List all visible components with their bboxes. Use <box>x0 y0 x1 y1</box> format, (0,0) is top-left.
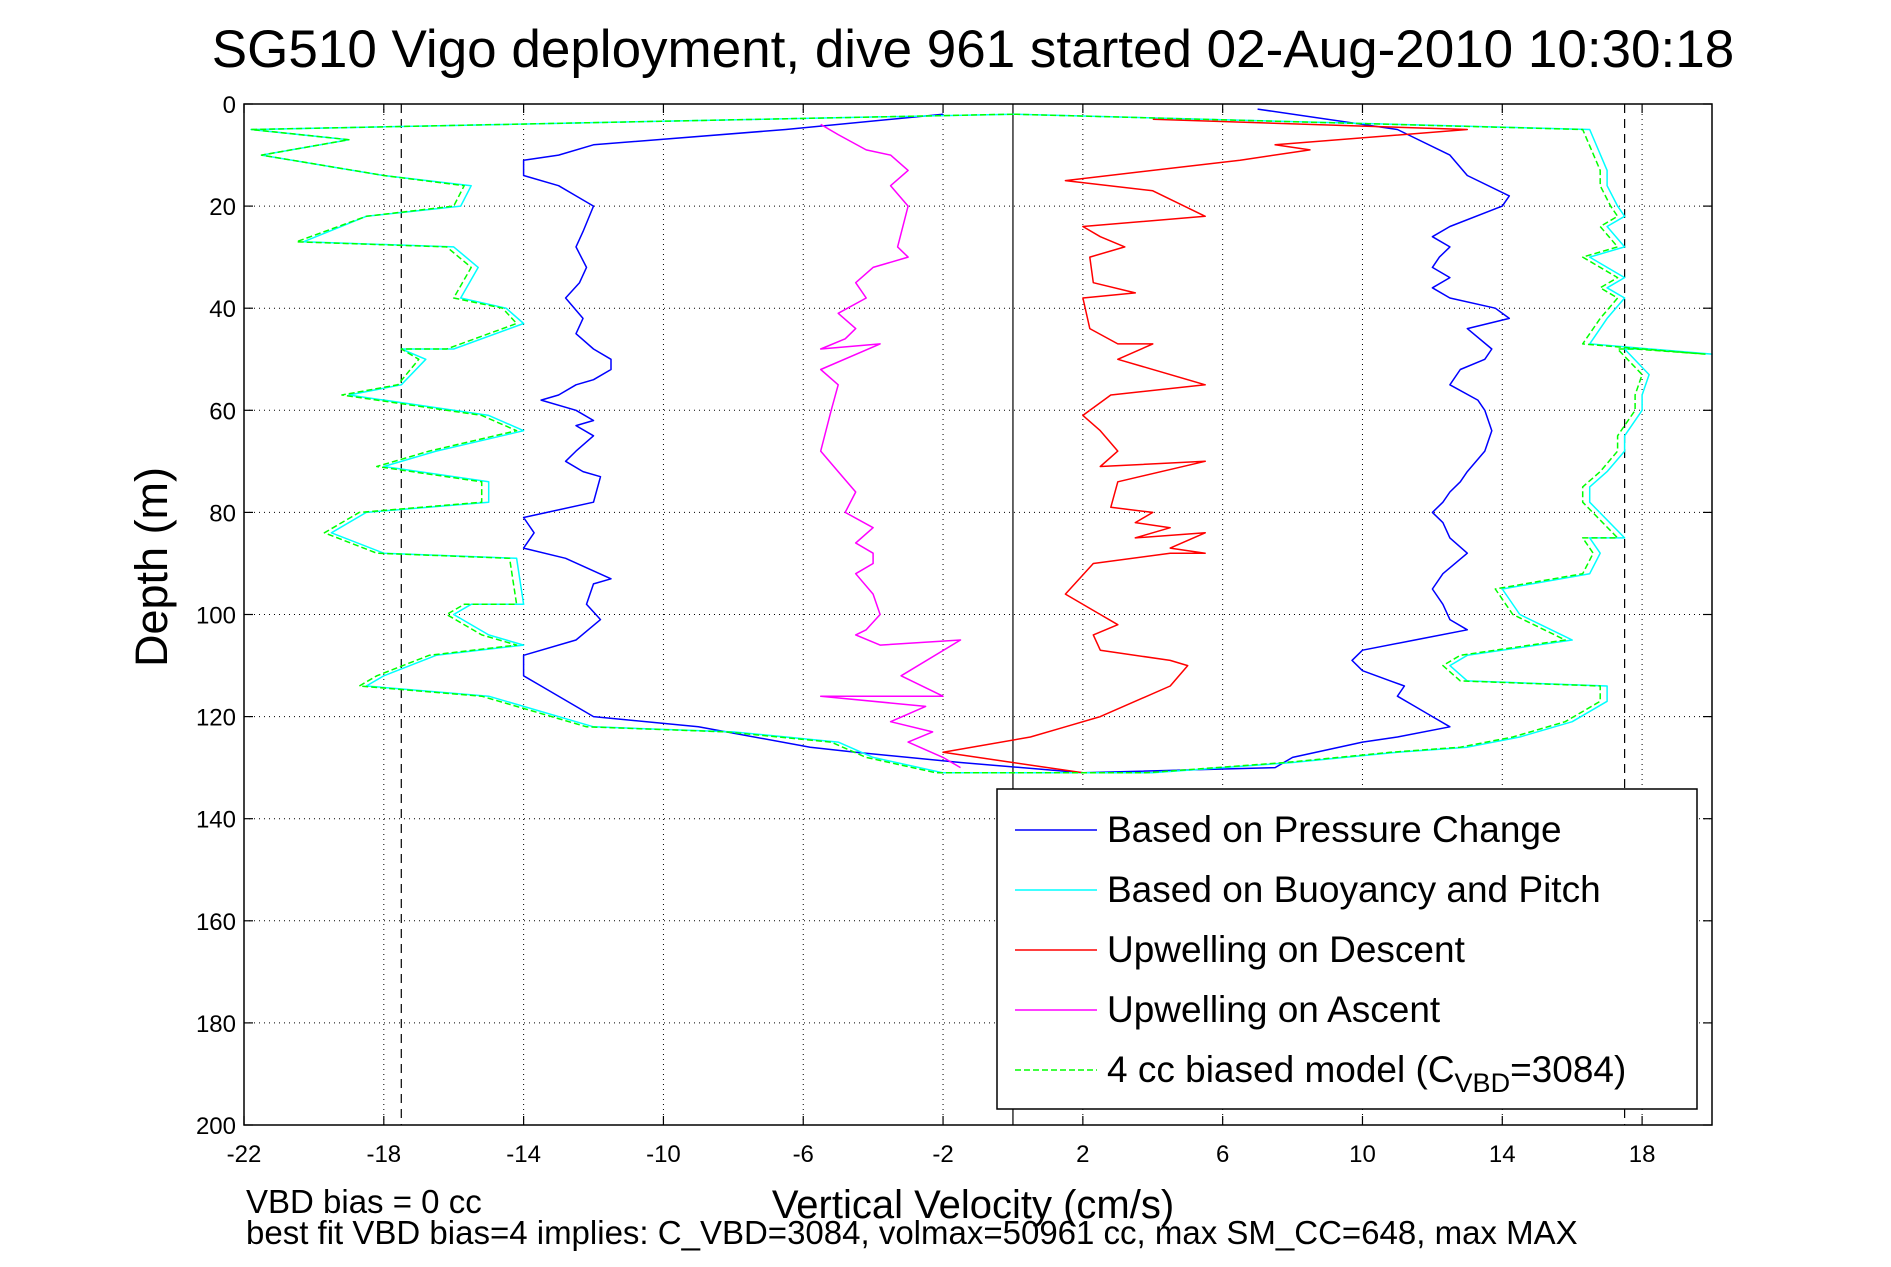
y-axis-ticks: 0 20 40 60 80 100 120 140 160 180 200 <box>196 92 1712 1140</box>
x-tick-label: -14 <box>506 1141 541 1168</box>
legend-label-main: Upwelling on Ascent <box>1107 989 1441 1030</box>
legend: Based on Pressure Change Based on Buoyanc… <box>996 788 1698 1110</box>
y-tick-label: 60 <box>209 398 236 425</box>
series-line-2 <box>942 118 1469 774</box>
footnote-vbd-bias: VBD bias = 0 cc <box>246 1183 482 1220</box>
y-tick-label: 20 <box>209 194 236 221</box>
y-tick-label: 180 <box>196 1011 236 1038</box>
y-tick-label: 140 <box>196 807 236 834</box>
legend-label: Upwelling on Ascent <box>1107 989 1441 1030</box>
chart-title: SG510 Vigo deployment, dive 961 started … <box>212 20 1734 79</box>
x-tick-label: 14 <box>1489 1141 1516 1168</box>
series-group <box>250 108 1713 774</box>
series-line-4 <box>250 113 1706 774</box>
y-tick-label: 40 <box>209 296 236 323</box>
y-tick-label: 100 <box>196 603 236 630</box>
y-axis-label: Depth (m) <box>126 467 177 667</box>
series-line-3 <box>819 123 962 769</box>
y-tick-label: 120 <box>196 705 236 732</box>
legend-label: 4 cc biased model (CVBD=3084) <box>1107 1049 1626 1098</box>
legend-label-main: Based on Pressure Change <box>1107 809 1562 850</box>
x-tick-label: -2 <box>932 1141 953 1168</box>
footnote-best-fit: best fit VBD bias=4 implies: C_VBD=3084,… <box>246 1214 1578 1251</box>
x-tick-label: -10 <box>646 1141 681 1168</box>
x-tick-label: 2 <box>1076 1141 1089 1168</box>
x-tick-label: 18 <box>1629 1141 1656 1168</box>
x-tick-label: -6 <box>793 1141 814 1168</box>
x-tick-label: 10 <box>1349 1141 1376 1168</box>
y-tick-label: 0 <box>223 92 236 119</box>
x-tick-label: -22 <box>227 1141 262 1168</box>
legend-label: Upwelling on Descent <box>1107 929 1466 970</box>
legend-label: Based on Pressure Change <box>1107 809 1562 850</box>
x-tick-label: -18 <box>366 1141 401 1168</box>
y-tick-label: 160 <box>196 909 236 936</box>
legend-label-subscript: VBD <box>1455 1068 1511 1098</box>
legend-label-main: Based on Buoyancy and Pitch <box>1107 869 1601 910</box>
legend-box <box>996 788 1698 1110</box>
x-tick-label: 6 <box>1216 1141 1229 1168</box>
y-tick-label: 200 <box>196 1113 236 1140</box>
legend-label-suffix: =3084) <box>1510 1049 1626 1090</box>
legend-label: Based on Buoyancy and Pitch <box>1107 869 1601 910</box>
x-axis-label: Vertical Velocity (cm/s) <box>772 1183 1174 1227</box>
legend-label-main: 4 cc biased model (C <box>1107 1049 1455 1090</box>
y-tick-label: 80 <box>209 500 236 527</box>
x-axis-ticks: -22 -18 -14 -10 -6 -2 2 6 10 14 18 <box>227 104 1656 1168</box>
legend-label-main: Upwelling on Descent <box>1107 929 1466 970</box>
